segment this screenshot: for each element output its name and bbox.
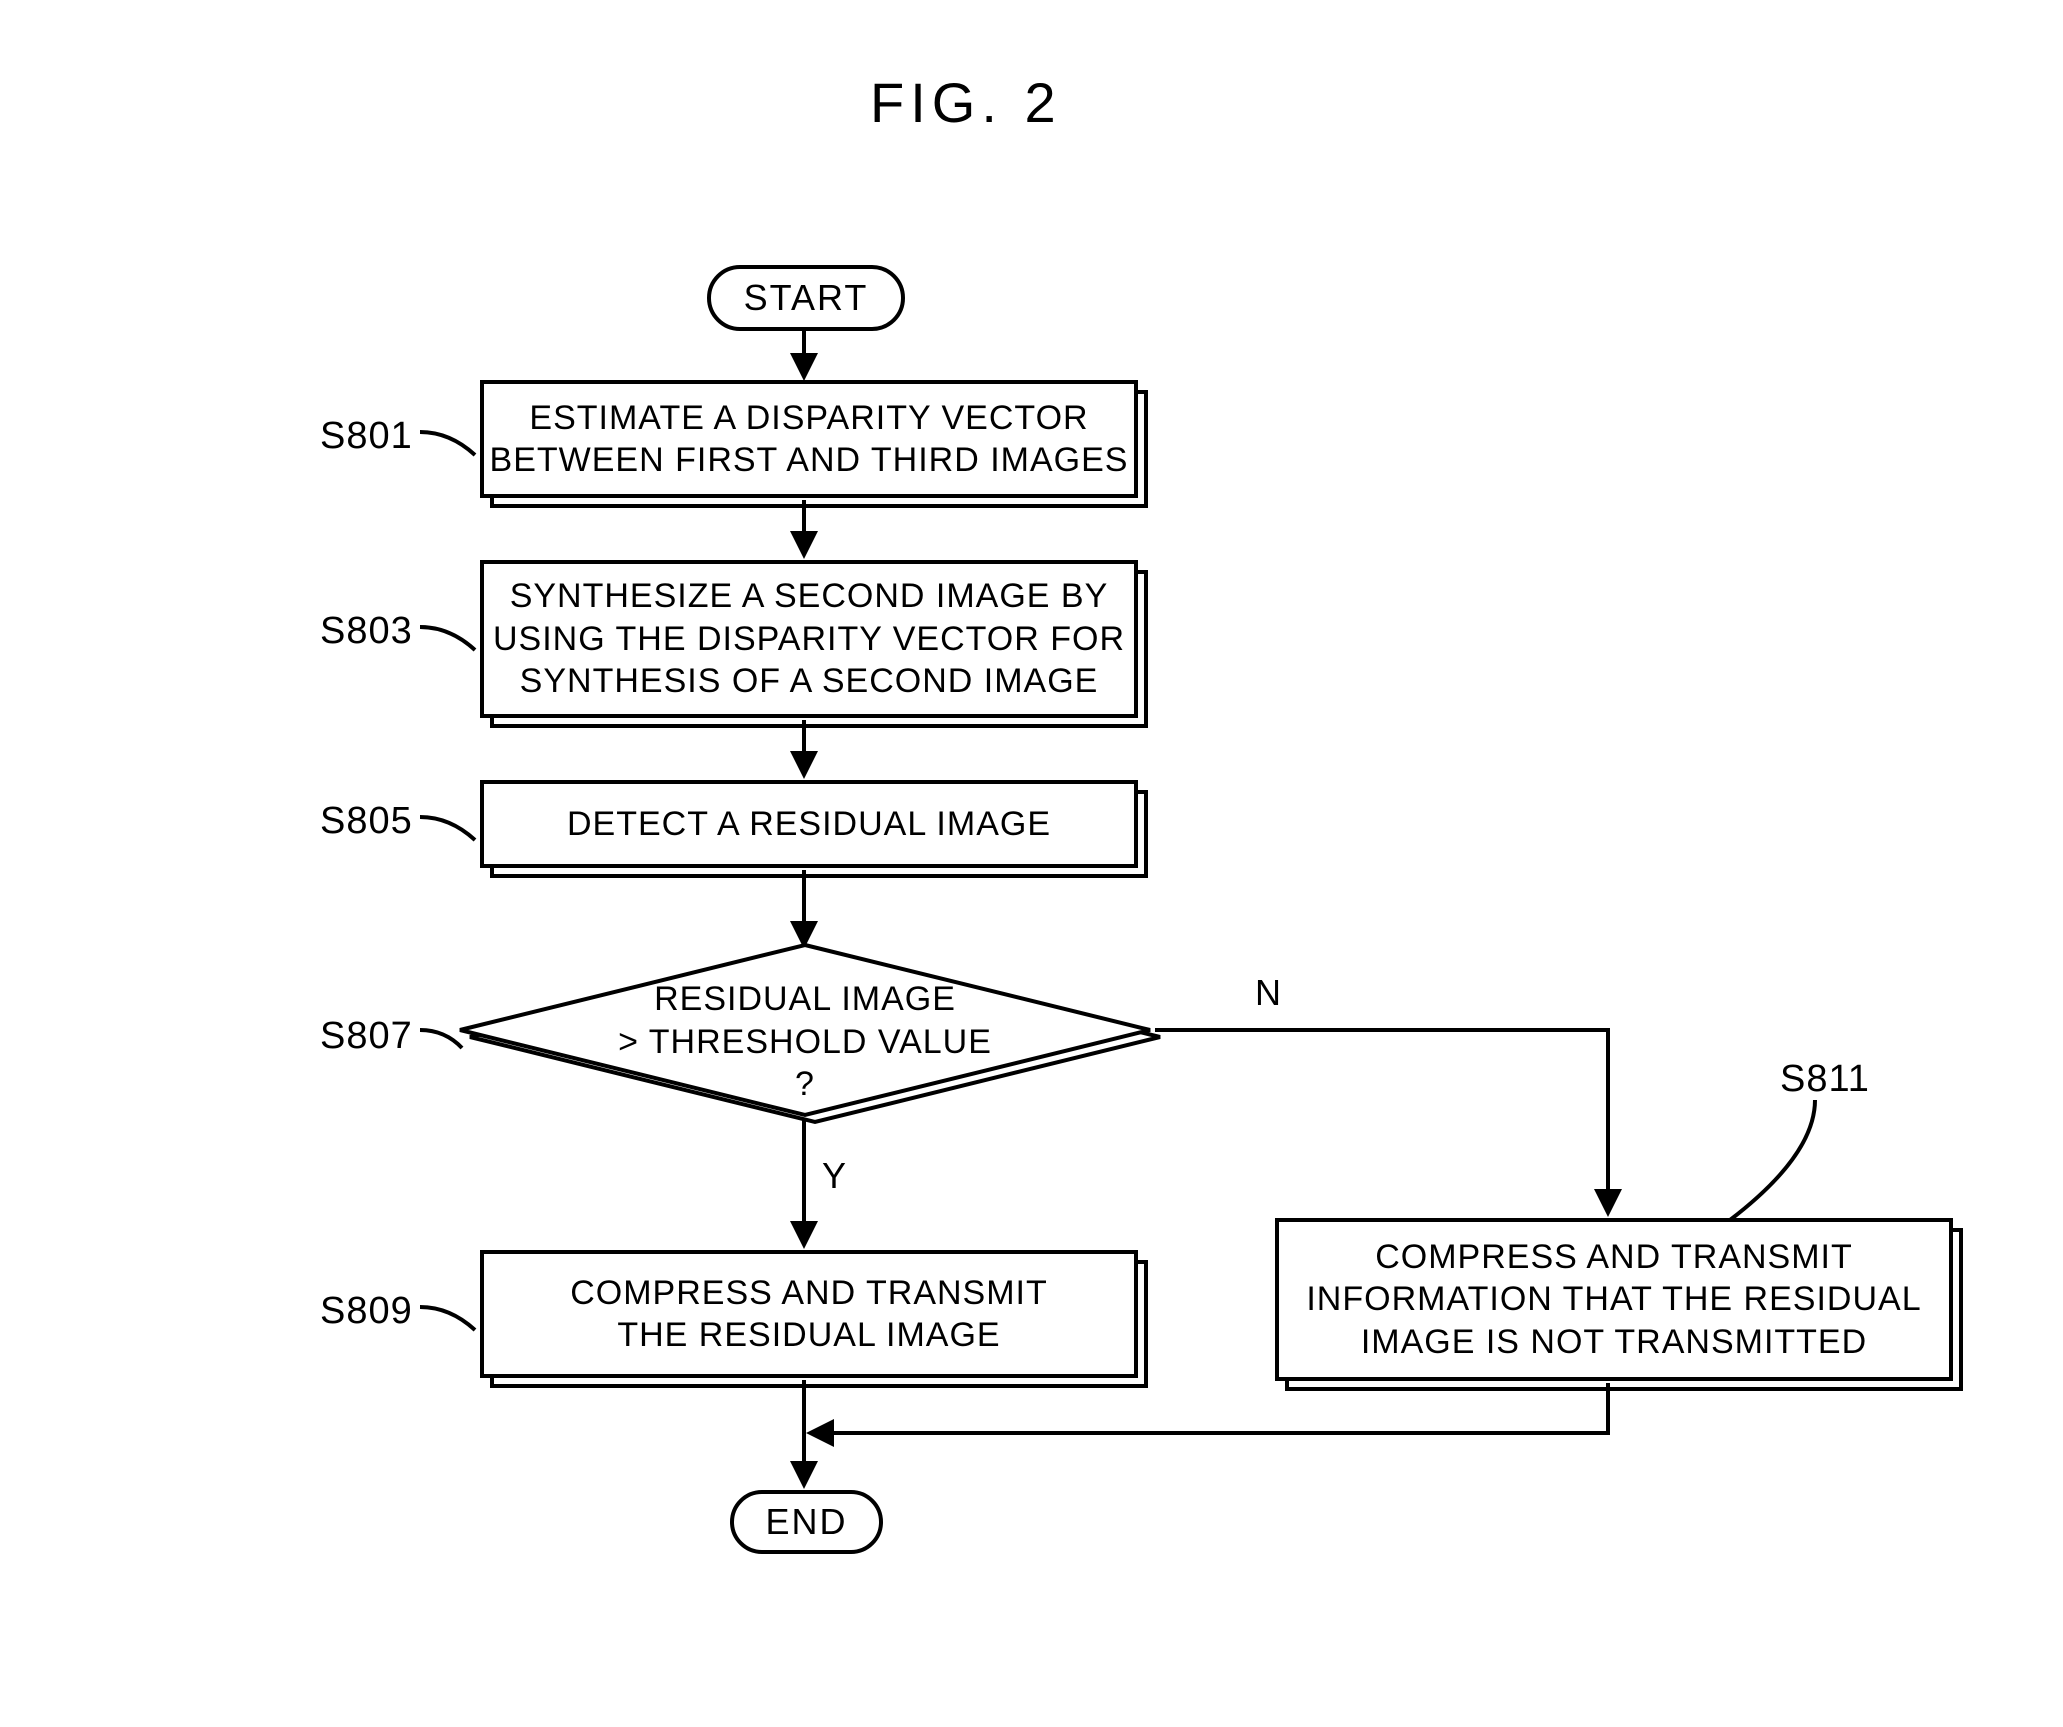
s809-text: COMPRESS AND TRANSMIT THE RESIDUAL IMAGE bbox=[570, 1272, 1048, 1357]
step-s805: DETECT A RESIDUAL IMAGE bbox=[480, 780, 1138, 868]
s809-label: S809 bbox=[320, 1290, 413, 1333]
arrow bbox=[802, 720, 806, 755]
label-connector bbox=[420, 605, 485, 660]
start-terminal: START bbox=[707, 265, 905, 331]
label-connector bbox=[420, 1285, 485, 1340]
s811-text: COMPRESS AND TRANSMIT INFORMATION THAT T… bbox=[1306, 1236, 1921, 1364]
s803-text: SYNTHESIZE A SECOND IMAGE BY USING THE D… bbox=[493, 575, 1125, 703]
arrow-head bbox=[790, 353, 818, 381]
s805-text: DETECT A RESIDUAL IMAGE bbox=[567, 803, 1051, 846]
arrow-head bbox=[790, 1221, 818, 1249]
arrow bbox=[1606, 1383, 1610, 1433]
label-connector-s811 bbox=[1725, 1095, 1825, 1225]
s801-text: ESTIMATE A DISPARITY VECTOR BETWEEN FIRS… bbox=[490, 397, 1129, 482]
s807-text: RESIDUAL IMAGE > THRESHOLD VALUE ? bbox=[600, 978, 1010, 1106]
label-connector bbox=[420, 410, 485, 465]
arrow-head bbox=[790, 1461, 818, 1489]
arrow-head bbox=[806, 1419, 834, 1447]
s803-label: S803 bbox=[320, 610, 413, 653]
yes-label: Y bbox=[822, 1155, 846, 1197]
label-connector bbox=[420, 795, 485, 850]
arrow bbox=[832, 1431, 1610, 1435]
end-terminal: END bbox=[730, 1490, 883, 1554]
s805-label: S805 bbox=[320, 800, 413, 843]
arrow bbox=[802, 870, 806, 925]
figure-title: FIG. 2 bbox=[870, 70, 1062, 135]
step-s801: ESTIMATE A DISPARITY VECTOR BETWEEN FIRS… bbox=[480, 380, 1138, 498]
arrow-n-h bbox=[1155, 1028, 1610, 1032]
s801-label: S801 bbox=[320, 415, 413, 458]
arrow-n-v bbox=[1606, 1028, 1610, 1193]
start-label: START bbox=[744, 277, 869, 319]
s807-label: S807 bbox=[320, 1015, 413, 1058]
step-s803: SYNTHESIZE A SECOND IMAGE BY USING THE D… bbox=[480, 560, 1138, 718]
no-label: N bbox=[1255, 972, 1281, 1014]
arrow-head bbox=[1594, 1189, 1622, 1217]
end-label: END bbox=[765, 1501, 847, 1543]
step-s811: COMPRESS AND TRANSMIT INFORMATION THAT T… bbox=[1275, 1218, 1953, 1381]
arrow bbox=[802, 500, 806, 535]
flowchart-container: FIG. 2 START ESTIMATE A DISPARITY VECTOR… bbox=[0, 0, 2063, 1727]
arrow-head bbox=[790, 751, 818, 779]
arrow-head bbox=[790, 531, 818, 559]
step-s809: COMPRESS AND TRANSMIT THE RESIDUAL IMAGE bbox=[480, 1250, 1138, 1378]
